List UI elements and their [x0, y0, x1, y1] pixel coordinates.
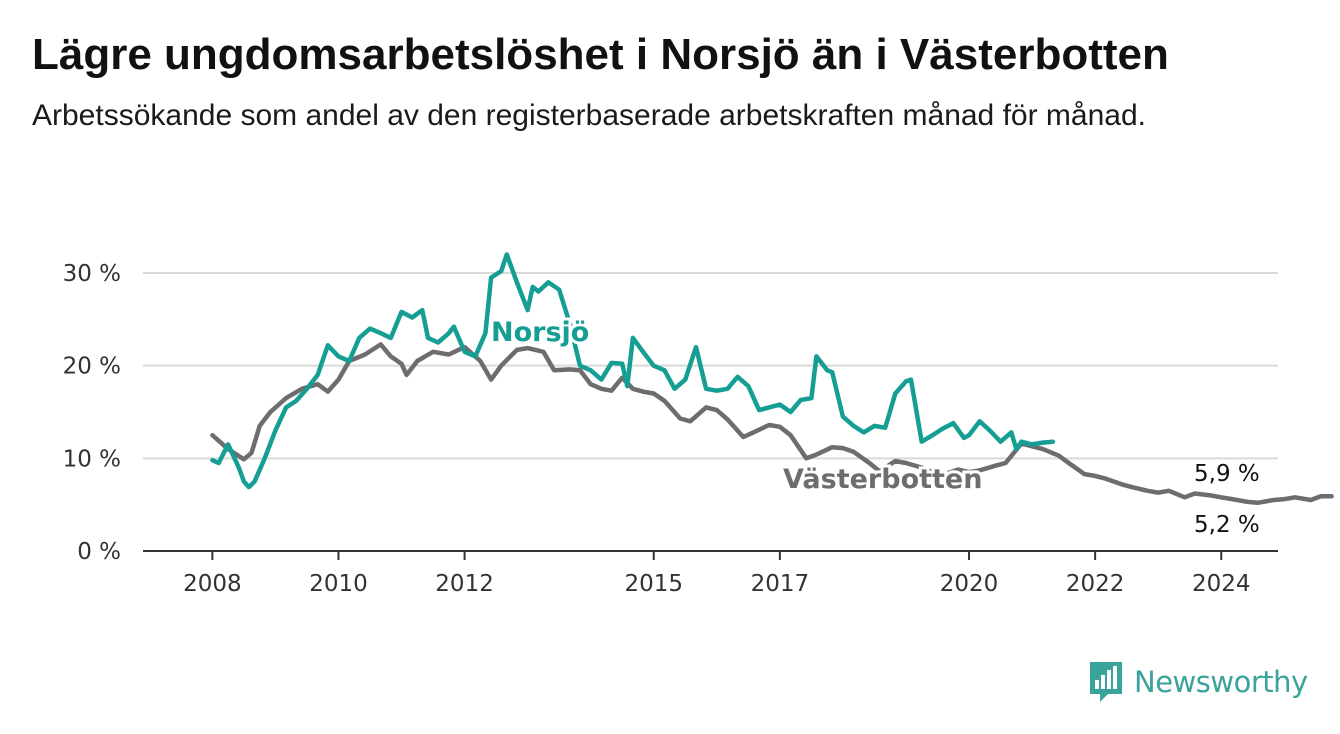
series-label-norsjo: Norsjö	[491, 317, 589, 348]
axes: 0 % 10 % 20 % 30 % 2008 2010 2012 2015 2017 2020 2…	[63, 261, 1278, 597]
newsworthy-logo: Newsworthy	[1088, 660, 1308, 704]
x-tick-label: 2012	[435, 571, 494, 597]
y-tick-label: 20 %	[63, 354, 121, 380]
page-title: Lägre ungdomsarbetslöshet i Norsjö än i …	[32, 30, 1169, 79]
x-tick-label: 2008	[183, 571, 242, 597]
end-label-norsjo: 5,2 %	[1194, 512, 1260, 538]
x-tick-label: 2010	[309, 571, 368, 597]
x-tick-label: 2022	[1066, 571, 1125, 597]
x-tick-label: 2020	[940, 571, 999, 597]
x-tick-label: 2024	[1192, 571, 1251, 597]
bar-chart-icon	[1090, 662, 1122, 702]
page-subtitle: Arbetssökande som andel av den registerb…	[32, 99, 1146, 132]
x-tick-label: 2017	[751, 571, 810, 597]
annotations: Västerbotten Norsjö 5,9 % 5,2 %	[488, 314, 1262, 541]
y-tick-label: 0 %	[77, 539, 121, 565]
series-line-norsj-	[210, 252, 1056, 490]
series-lines	[210, 252, 1334, 506]
y-tick-label: 30 %	[63, 261, 121, 287]
end-label-vasterbotten: 5,9 %	[1194, 461, 1260, 487]
series-line-v-sterbotten	[210, 342, 1334, 506]
grid-lines	[143, 272, 1278, 460]
y-tick-label: 10 %	[63, 446, 121, 472]
logo-text: Newsworthy	[1134, 665, 1308, 699]
series-label-vasterbotten: Västerbotten	[783, 464, 982, 495]
x-tick-label: 2015	[624, 571, 683, 597]
